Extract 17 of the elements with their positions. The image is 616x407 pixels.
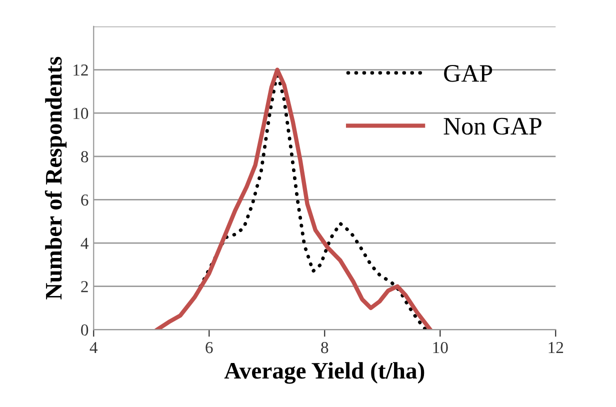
- y-tick-label: 6: [81, 194, 88, 206]
- y-tick-label: 8: [81, 151, 88, 162]
- x-tick-label: 4: [90, 342, 98, 354]
- legend-label: Non GAP: [444, 118, 542, 135]
- y-tick-label: 12: [74, 64, 88, 76]
- x-tick-label: 6: [206, 342, 213, 354]
- y-tick-label: 2: [81, 281, 88, 292]
- line-series: [155, 68, 432, 330]
- x-tick-label: 10: [433, 342, 448, 354]
- y-tick-label: 10: [74, 108, 88, 120]
- x-tick-label: 8: [321, 342, 328, 354]
- y-axis-title: Number of Respondents: [44, 56, 67, 300]
- legend-label: GAP: [444, 65, 492, 82]
- y-tick-label: 4: [80, 238, 89, 249]
- x-tick-label: 12: [548, 342, 564, 354]
- x-axis-title: Average Yield (t/ha): [224, 362, 424, 384]
- y-tick-label: 0: [81, 324, 88, 336]
